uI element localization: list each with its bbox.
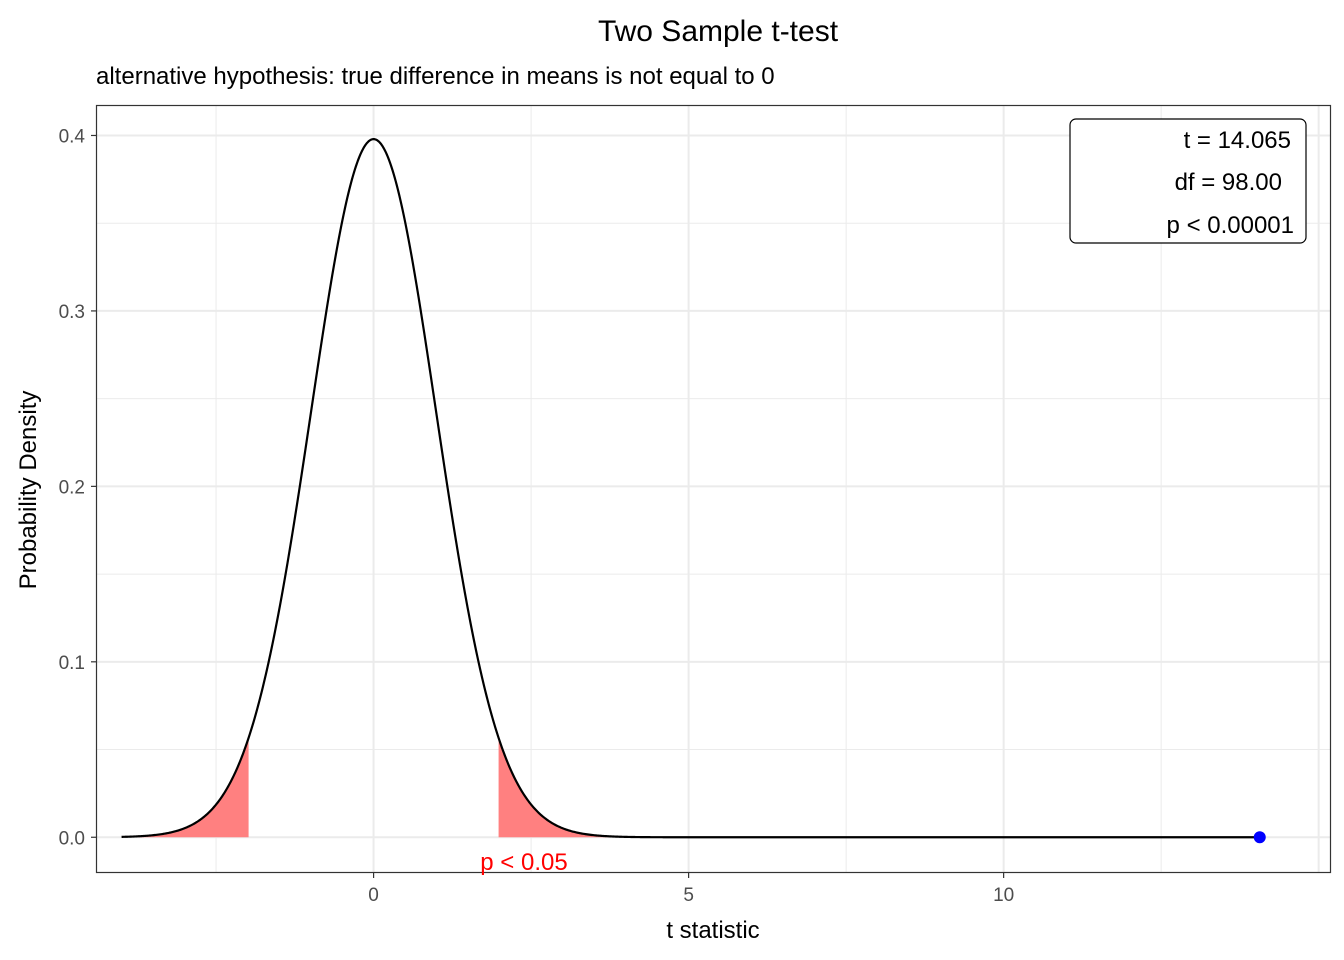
observed-t-point — [1253, 831, 1266, 844]
stats-t-value: t = 14.065 — [1184, 127, 1291, 154]
rejection-regions — [121, 737, 626, 838]
x-axis-title: t statistic — [666, 917, 759, 944]
x-tick-label: 10 — [993, 885, 1014, 906]
stats-p-value: p < 0.00001 — [1167, 212, 1294, 239]
x-axis-ticks: 0 5 10 — [368, 872, 1014, 906]
y-axis-title: Probability Density — [15, 391, 42, 590]
chart-title: Two Sample t-test — [598, 15, 839, 48]
x-tick-label: 0 — [368, 885, 379, 906]
x-tick-label: 5 — [683, 885, 694, 906]
right-rejection-region — [498, 737, 626, 838]
y-tick-label: 0.3 — [59, 302, 85, 323]
density-curve — [121, 138, 1260, 839]
y-axis-ticks: 0.0 0.1 0.2 0.3 0.4 — [59, 126, 97, 849]
left-rejection-region — [121, 737, 249, 838]
stats-box-frame — [1069, 118, 1307, 244]
stats-box: t = 14.065 df = 98.00 p < 0.00001 — [1069, 118, 1307, 244]
panel-border — [95, 104, 1332, 874]
stats-df-value: df = 98.00 — [1175, 169, 1282, 196]
y-tick-label: 0.2 — [59, 477, 85, 498]
density-curve-group — [121, 138, 1260, 839]
grid-lines — [97, 106, 1330, 872]
chart-subtitle: alternative hypothesis: true difference … — [96, 63, 775, 90]
y-tick-label: 0.1 — [59, 653, 85, 674]
y-tick-label: 0.4 — [59, 126, 86, 147]
y-tick-label: 0.0 — [59, 828, 85, 849]
rejection-region-label: p < 0.05 — [480, 849, 567, 876]
observed-point-group — [1253, 831, 1266, 844]
